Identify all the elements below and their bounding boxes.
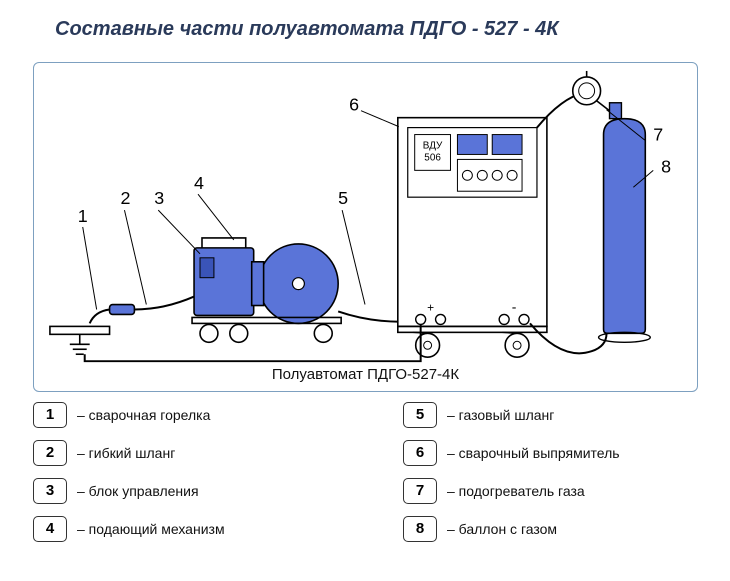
ground-return-wire <box>85 324 421 361</box>
callout-leaders <box>83 110 654 310</box>
svg-text:1: 1 <box>78 206 88 226</box>
legend-number: 3 <box>33 478 67 504</box>
svg-text:2: 2 <box>120 188 130 208</box>
schematic-svg: ВДУ 506 + - <box>34 63 697 391</box>
gas-heater <box>573 71 610 111</box>
legend-number: 5 <box>403 402 437 428</box>
legend-text: – блок управления <box>77 483 199 499</box>
legend-text: – баллон с газом <box>447 521 557 537</box>
legend-number: 1 <box>33 402 67 428</box>
legend-row: 7 – подогреватель газа <box>403 478 620 504</box>
svg-text:5: 5 <box>338 188 348 208</box>
legend-row: 8 – баллон с газом <box>403 516 620 542</box>
legend-row: 4 – подающий механизм <box>33 516 225 542</box>
svg-text:506: 506 <box>424 152 441 163</box>
legend-text: – подающий механизм <box>77 521 225 537</box>
control-block <box>194 238 254 316</box>
feed-mechanism <box>252 244 338 324</box>
legend-row: 5 – газовый шланг <box>403 402 620 428</box>
diagram-caption: Полуавтомат ПДГО-527-4К <box>34 366 697 383</box>
svg-text:ВДУ: ВДУ <box>423 140 443 151</box>
svg-text:+: + <box>427 300 434 314</box>
svg-text:6: 6 <box>349 95 359 115</box>
svg-text:7: 7 <box>653 125 663 145</box>
legend-number: 6 <box>403 440 437 466</box>
legend-row: 6 – сварочный выпрямитель <box>403 440 620 466</box>
svg-text:-: - <box>512 298 517 314</box>
ground-plate <box>50 326 110 334</box>
callout-numbers: 1 2 3 4 5 6 7 8 <box>78 95 671 226</box>
legend-text: – гибкий шланг <box>77 445 175 461</box>
legend-number: 2 <box>33 440 67 466</box>
legend-number: 4 <box>33 516 67 542</box>
legend-text: – подогреватель газа <box>447 483 585 499</box>
welding-rectifier: ВДУ 506 + - <box>398 118 547 358</box>
legend-col-left: 1 – сварочная горелка 2 – гибкий шланг 3 – бл… <box>33 402 225 554</box>
legend-row: 2 – гибкий шланг <box>33 440 225 466</box>
diagram-frame: ВДУ 506 + - <box>33 62 698 392</box>
flexible-hose <box>134 297 194 310</box>
svg-text:3: 3 <box>154 188 164 208</box>
legend-text: – сварочная горелка <box>77 407 210 423</box>
legend-col-right: 5 – газовый шланг 6 – сварочный выпрямитель… <box>403 402 620 554</box>
page-title: Составные части полуавтомата ПДГО - 527 … <box>0 0 730 41</box>
svg-text:8: 8 <box>661 156 671 176</box>
gas-hose <box>530 323 607 353</box>
svg-text:4: 4 <box>194 173 204 193</box>
legend-text: – газовый шланг <box>447 407 554 423</box>
legend-row: 1 – сварочная горелка <box>33 402 225 428</box>
legend-number: 8 <box>403 516 437 542</box>
legend-number: 7 <box>403 478 437 504</box>
legend-text: – сварочный выпрямитель <box>447 445 620 461</box>
legend-row: 3 – блок управления <box>33 478 225 504</box>
cart-base <box>192 317 341 342</box>
